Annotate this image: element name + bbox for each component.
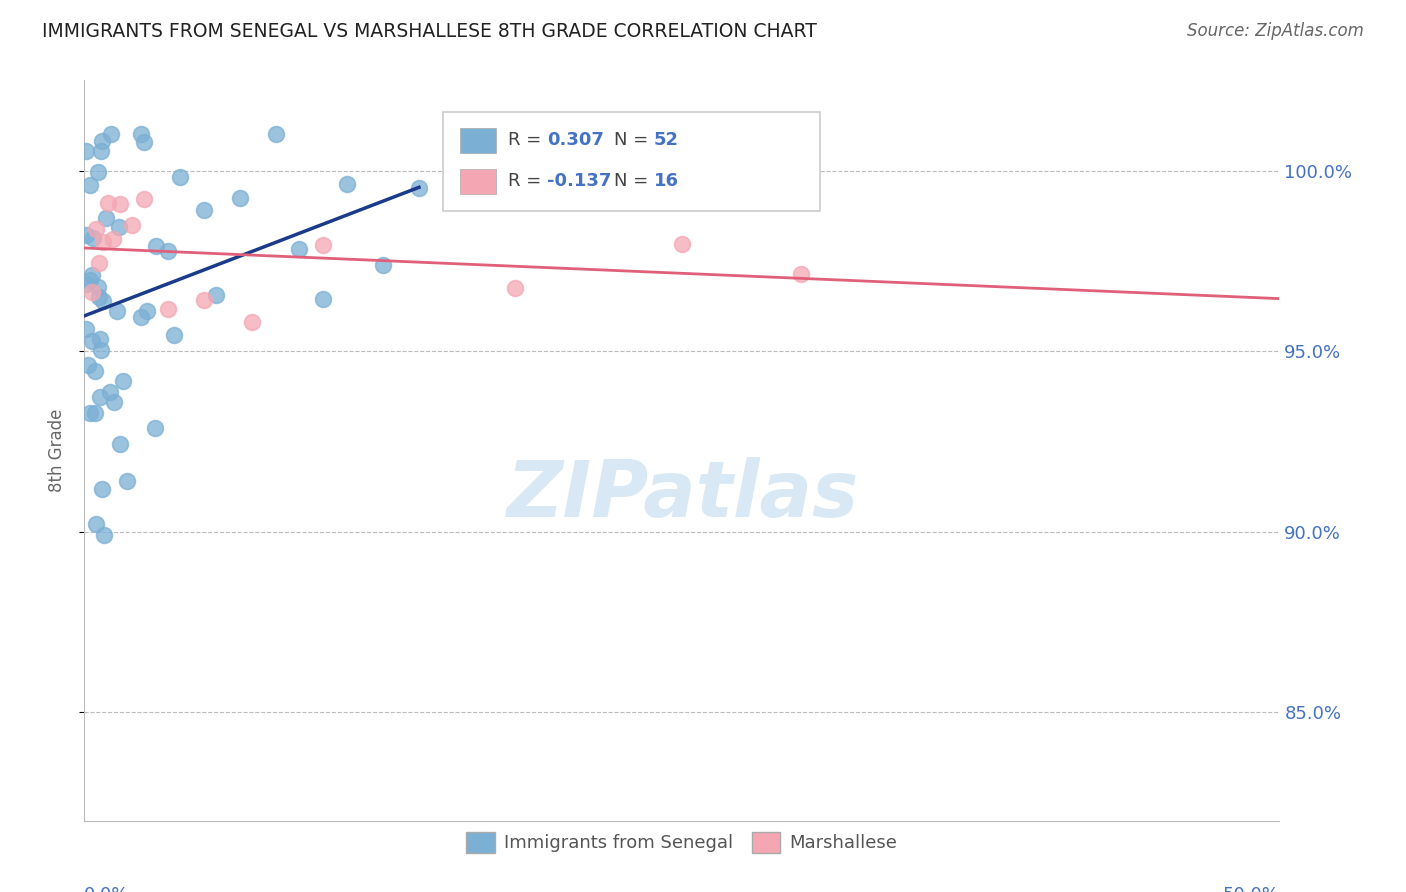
Point (132, 136, 156, 150)
Point (336, 178, 359, 192)
Point (205, 288, 228, 302)
Point (408, 180, 430, 194)
Point (84, 516, 107, 531)
Text: IMMIGRANTS FROM SENEGAL VS MARSHALLESE 8TH GRADE CORRELATION CHART: IMMIGRANTS FROM SENEGAL VS MARSHALLESE 8… (42, 22, 817, 41)
Point (91, 293, 114, 308)
Point (157, 244, 180, 259)
Point (90, 144, 112, 158)
Point (108, 436, 131, 450)
Point (79, 273, 101, 287)
Y-axis label: 8th Grade: 8th Grade (48, 409, 66, 492)
Point (312, 238, 335, 252)
Point (76, 358, 98, 372)
Point (110, 196, 132, 211)
Point (89, 332, 111, 346)
Point (79, 178, 101, 192)
Point (136, 304, 159, 318)
Text: 0.0%: 0.0% (84, 886, 129, 892)
Point (90, 134, 112, 148)
Point (87, 256, 110, 270)
Text: ZIPatlas: ZIPatlas (506, 457, 858, 533)
Point (157, 302, 180, 317)
Point (87, 279, 110, 293)
Point (132, 192, 156, 206)
Text: -0.137: -0.137 (547, 172, 612, 190)
Point (129, 310, 152, 325)
Point (93, 235, 115, 249)
Point (100, 128, 122, 142)
Point (111, 374, 134, 388)
Point (94, 211, 117, 226)
Text: 16: 16 (654, 172, 679, 190)
Point (671, 236, 693, 251)
Point (75, 322, 97, 336)
Point (107, 219, 129, 234)
Point (89, 390, 111, 404)
Point (264, 128, 287, 142)
Point (143, 421, 166, 435)
Point (103, 395, 125, 409)
Point (89, 290, 111, 304)
Point (80, 285, 103, 299)
Point (229, 191, 252, 205)
Text: 52: 52 (654, 131, 679, 149)
Point (87, 165, 110, 179)
Text: R =: R = (508, 172, 547, 190)
Point (75, 144, 97, 158)
Point (84, 406, 107, 420)
Point (145, 238, 167, 252)
Point (129, 128, 152, 142)
Text: N =: N = (614, 172, 654, 190)
Point (93, 528, 115, 542)
Point (80, 334, 103, 348)
Legend: Immigrants from Senegal, Marshallese: Immigrants from Senegal, Marshallese (460, 824, 904, 860)
Point (91, 482, 114, 496)
Point (312, 292, 335, 306)
Point (98, 384, 121, 399)
Text: 0.307: 0.307 (547, 131, 603, 149)
Point (90, 343, 112, 358)
Text: R =: R = (508, 131, 547, 149)
Point (115, 474, 138, 488)
Point (75, 227, 97, 242)
Point (790, 267, 813, 281)
Point (121, 219, 143, 233)
Point (101, 232, 124, 246)
Text: N =: N = (614, 131, 654, 149)
Point (79, 406, 101, 420)
Point (288, 242, 311, 256)
Point (86, 221, 108, 235)
Point (193, 293, 215, 307)
Point (97, 196, 120, 211)
Point (163, 327, 186, 342)
Point (84, 364, 107, 378)
Point (105, 304, 128, 318)
Point (503, 280, 526, 294)
Point (193, 202, 215, 217)
Point (82, 268, 104, 283)
Point (82, 231, 104, 245)
Point (240, 315, 263, 329)
Point (169, 169, 191, 184)
Point (373, 258, 395, 272)
Point (75, 277, 97, 291)
Text: Source: ZipAtlas.com: Source: ZipAtlas.com (1187, 22, 1364, 40)
Text: 50.0%: 50.0% (1223, 886, 1279, 892)
